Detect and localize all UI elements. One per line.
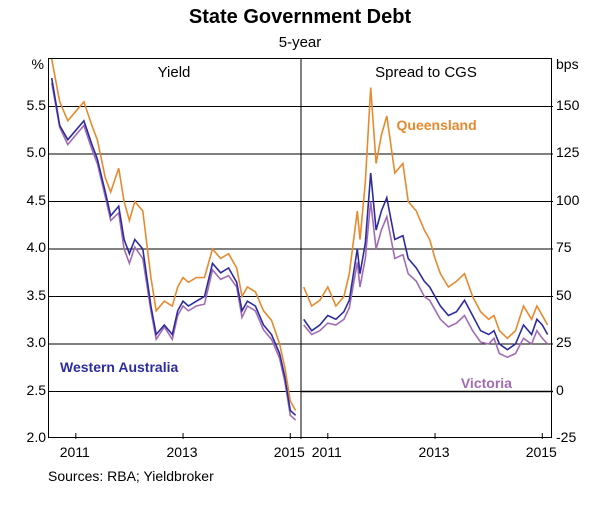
- chart-title: State Government Debt: [0, 6, 600, 29]
- right-axis-unit: bps: [556, 56, 579, 72]
- left-panel-title: Yield: [48, 64, 300, 81]
- right-panel-title: Spread to CGS: [300, 64, 552, 81]
- chart-container: State Government Debt 5-year % bps Yield…: [0, 0, 600, 505]
- left-axis-unit: %: [18, 56, 44, 72]
- sources-text: Sources: RBA; Yieldbroker: [48, 468, 214, 484]
- chart-subtitle: 5-year: [0, 34, 600, 51]
- label-victoria: Victoria: [461, 375, 512, 391]
- label-western-australia: Western Australia: [60, 359, 178, 375]
- label-queensland: Queensland: [397, 117, 477, 133]
